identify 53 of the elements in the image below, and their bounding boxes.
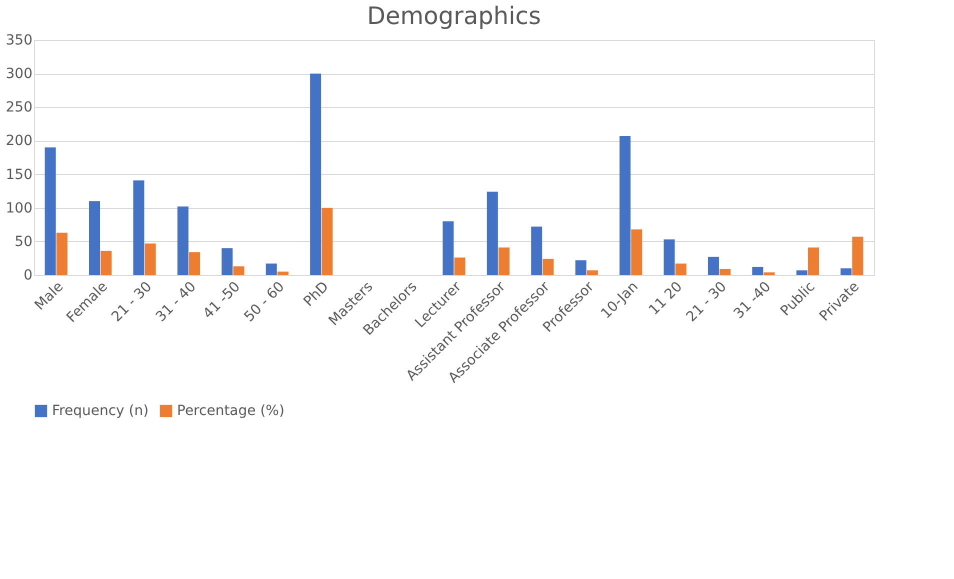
bar: [322, 208, 333, 275]
bar: [586, 270, 598, 275]
bar: [454, 258, 466, 275]
y-tick-label: 350: [6, 32, 32, 48]
bar: [486, 192, 498, 275]
x-tick-label: 11 20: [646, 278, 686, 318]
bar: [89, 201, 100, 275]
x-tick-label: 41 -50: [200, 278, 244, 322]
bar: [144, 243, 156, 275]
bar: [764, 272, 775, 275]
y-tick-label: 300: [6, 66, 32, 82]
bar: [796, 270, 808, 275]
bar: [542, 258, 554, 275]
bar: [498, 247, 510, 275]
bar: [189, 252, 200, 275]
bar: [310, 74, 322, 275]
y-tick-label: 50: [14, 234, 32, 250]
x-tick-label: 21 - 30: [108, 278, 156, 326]
legend-label: Percentage (%): [177, 403, 284, 419]
y-tick-label: 200: [6, 133, 32, 150]
bar: [631, 229, 642, 275]
bar: [852, 236, 864, 275]
bar: [720, 268, 731, 275]
x-tick-label: 50 - 60: [241, 278, 288, 326]
bar: [56, 232, 68, 275]
bar: [620, 136, 631, 275]
bar: [222, 248, 233, 275]
bar: [708, 256, 719, 275]
bar: [277, 272, 288, 275]
bar: [442, 221, 454, 275]
bar: [575, 260, 586, 275]
x-tick-label: PhD: [300, 278, 332, 310]
bar: [675, 264, 686, 275]
bar: [44, 147, 56, 275]
bar: [531, 226, 542, 275]
bar: [177, 206, 188, 275]
legend-label: Frequency (n): [52, 403, 149, 419]
x-tick-label: 31 -40: [730, 278, 774, 322]
y-tick-label: 0: [24, 268, 32, 284]
bar: [100, 250, 112, 275]
bar: [664, 239, 675, 275]
bar: [808, 247, 819, 275]
bar: [133, 180, 144, 275]
chart-title: Demographics: [367, 2, 541, 30]
bar: [840, 268, 852, 275]
bar: [266, 264, 277, 275]
x-tick-label: 31 - 40: [152, 278, 200, 326]
bar: [233, 266, 244, 275]
y-tick-label: 250: [6, 100, 32, 116]
y-tick-label: 150: [6, 166, 32, 183]
x-tick-label: 21 - 30: [683, 278, 730, 326]
y-tick-label: 100: [6, 200, 32, 216]
bar: [752, 266, 764, 275]
